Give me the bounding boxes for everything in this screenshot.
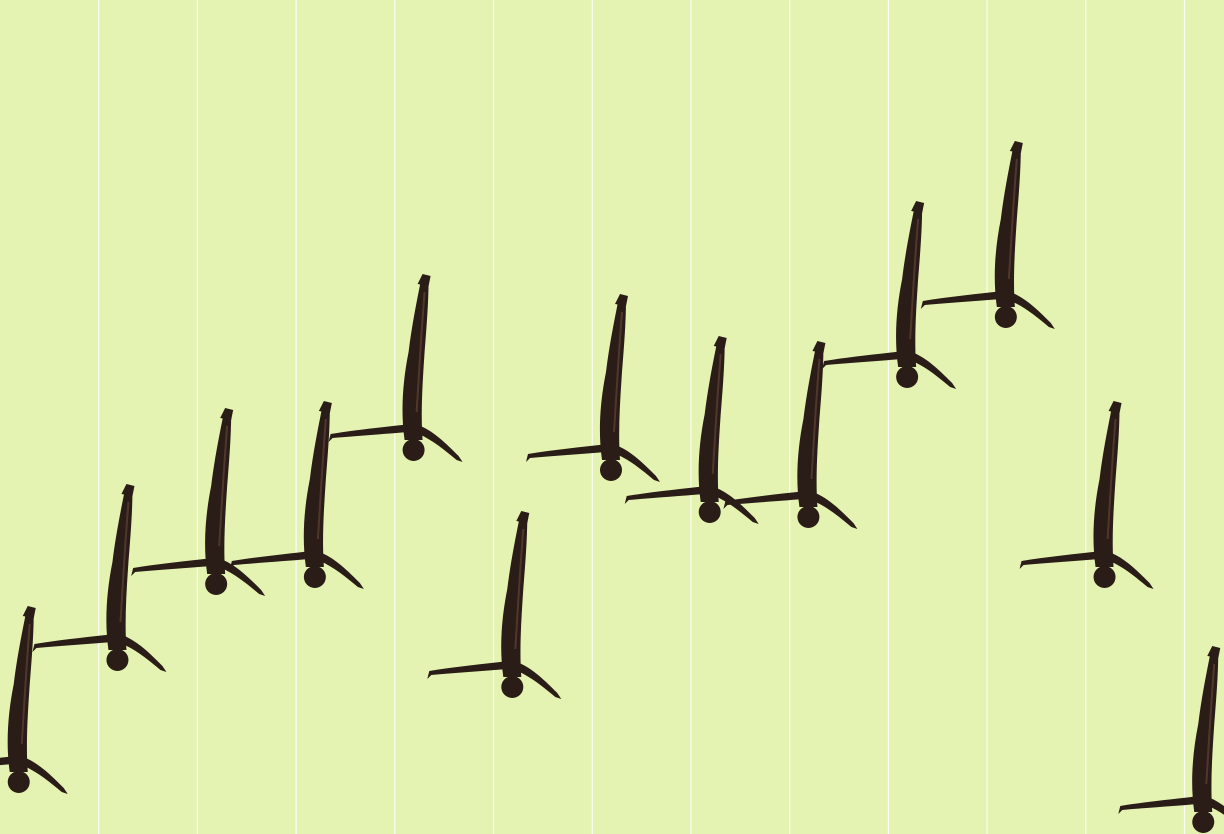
data-point-marker <box>1118 646 1224 833</box>
data-point-marker <box>229 401 364 589</box>
data-point-marker <box>822 201 957 389</box>
data-point-marker <box>328 274 463 462</box>
data-point-marker <box>723 341 858 529</box>
data-point-marker <box>427 511 562 699</box>
data-point-marker <box>131 408 266 596</box>
data-point-marker <box>0 606 68 794</box>
data-point-marker <box>526 294 660 482</box>
data-markers <box>0 141 1224 833</box>
vertical-gridlines <box>98 0 1186 834</box>
data-point-marker <box>1019 401 1154 589</box>
data-point-marker <box>624 336 759 524</box>
data-point-marker <box>32 484 167 672</box>
data-point-marker <box>920 141 1055 329</box>
